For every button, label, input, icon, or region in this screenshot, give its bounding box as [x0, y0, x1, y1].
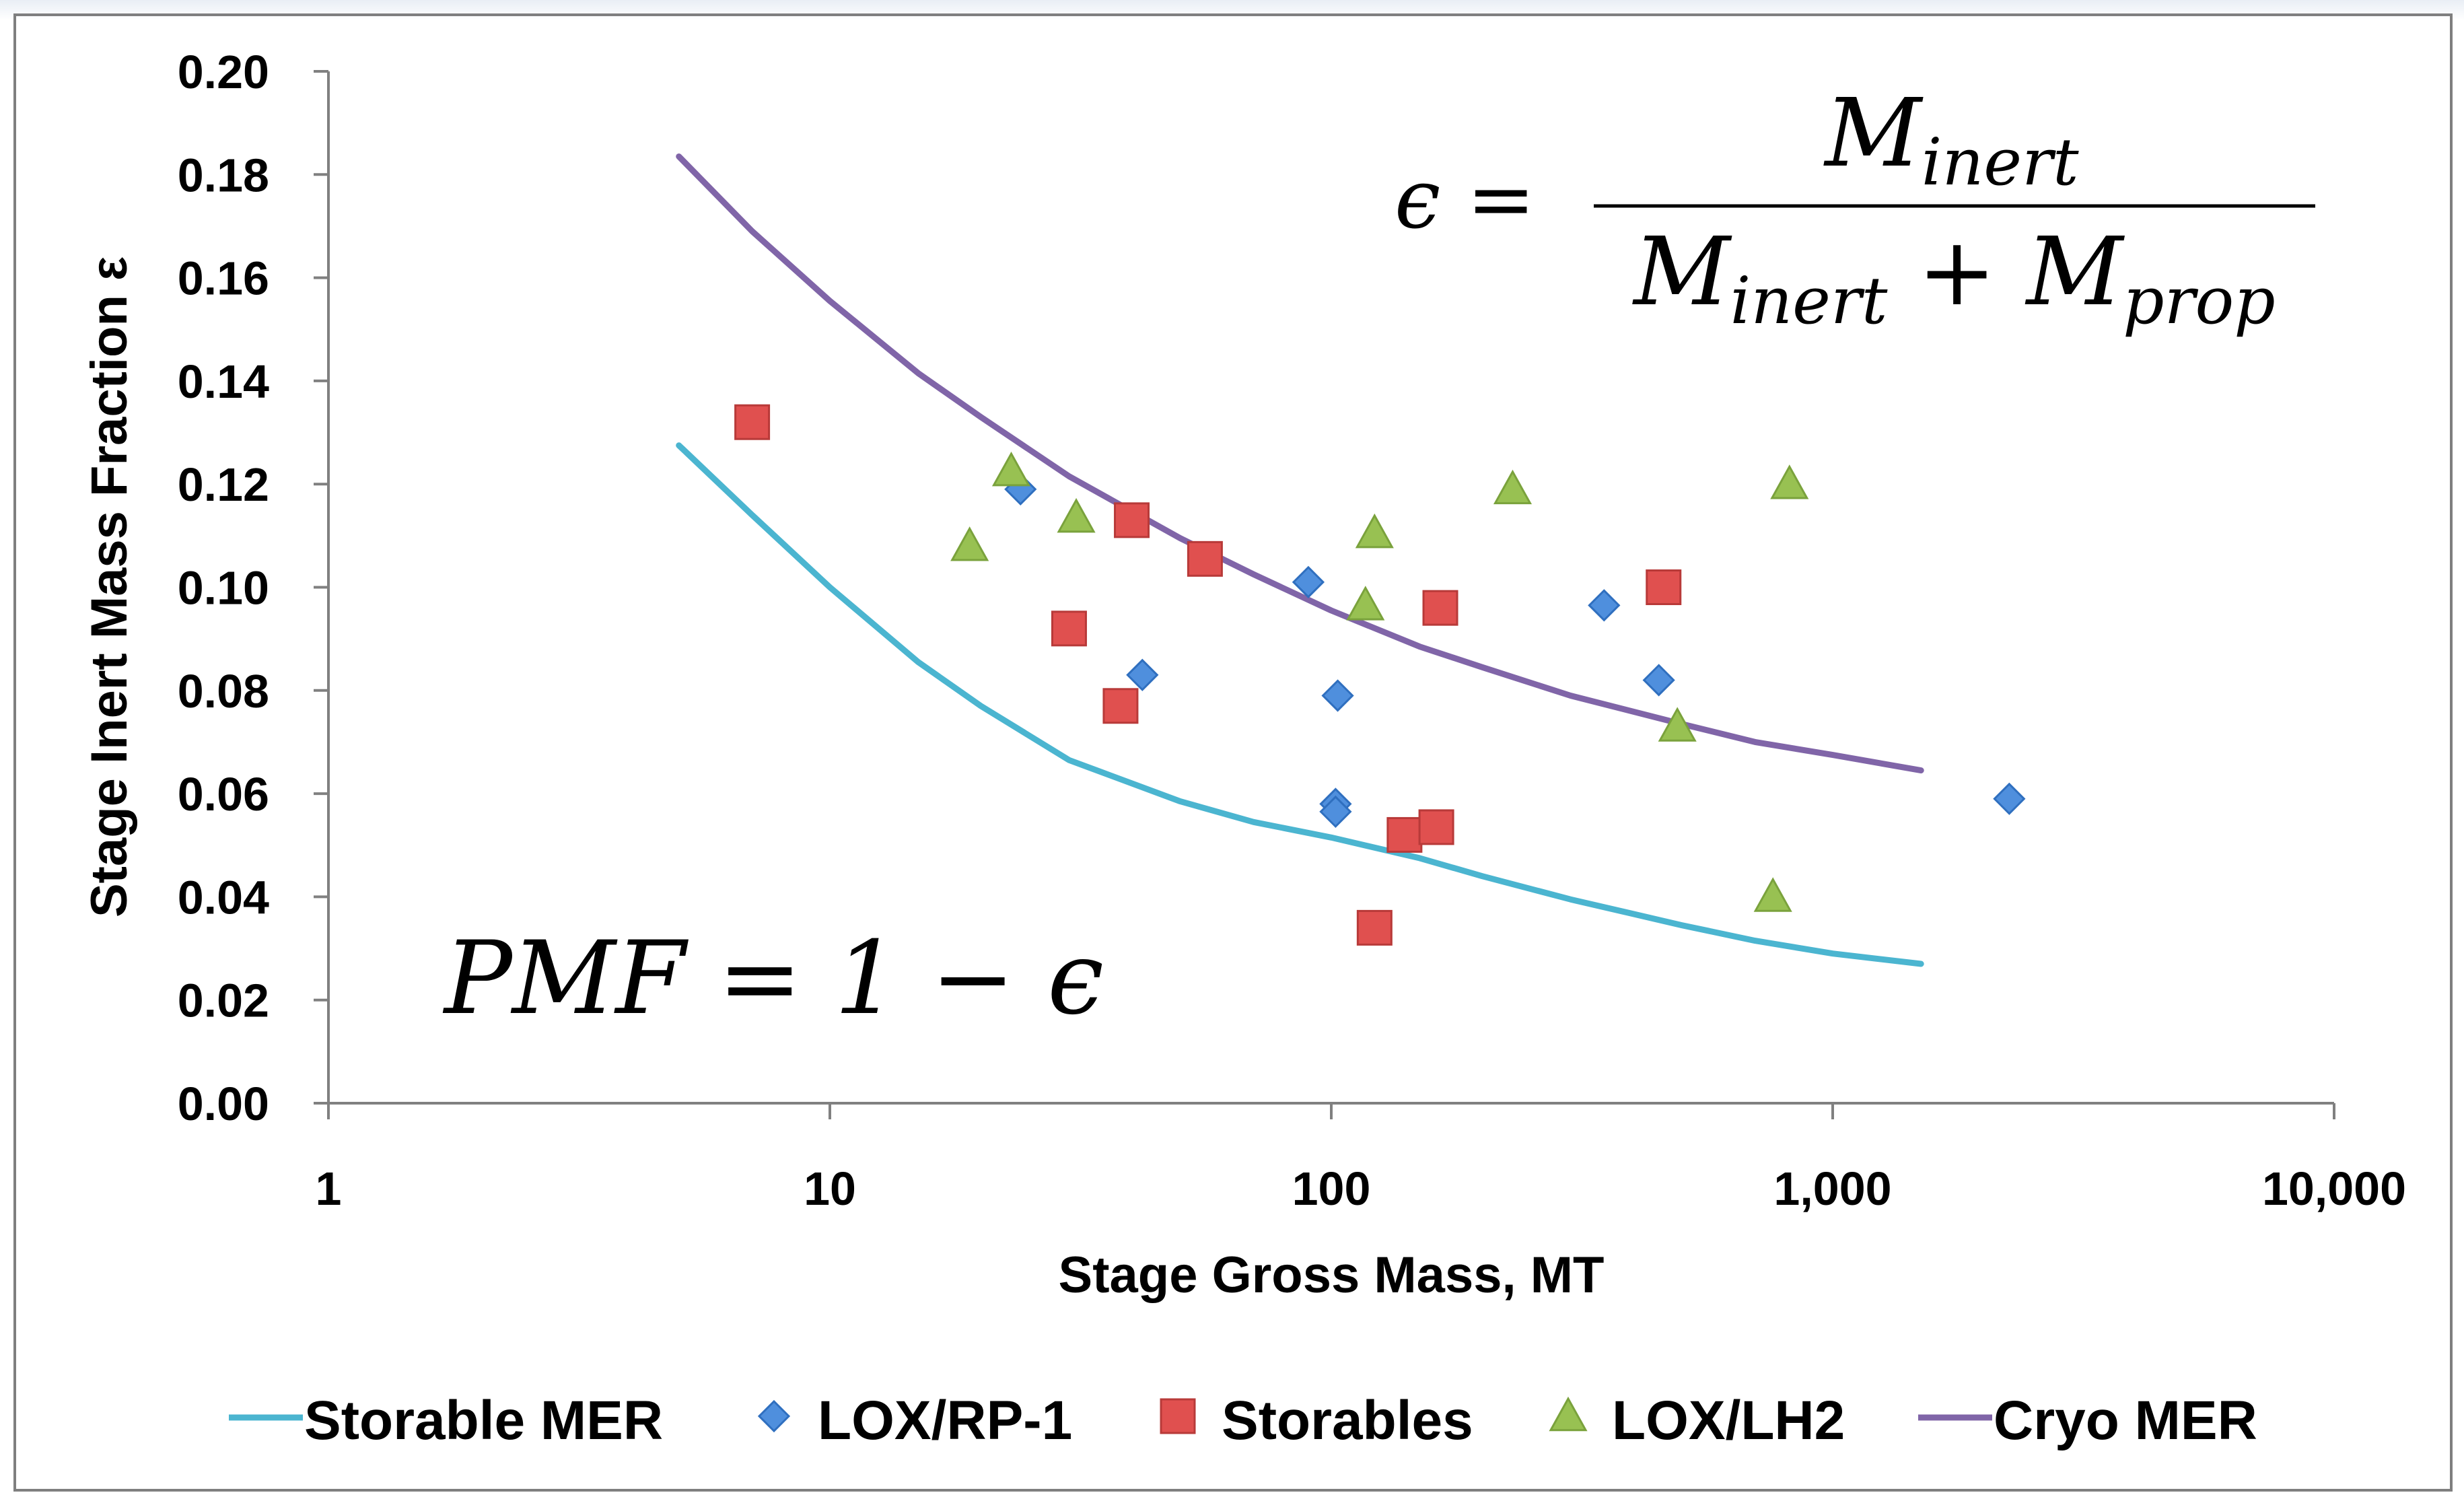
- storables-point: [1422, 590, 1458, 626]
- lox-rp-1-point: [1588, 589, 1621, 622]
- y-tick-label: 0.10: [178, 562, 269, 615]
- legend-label-lox-lh2: LOX/LH2: [1612, 1390, 1845, 1451]
- y-tick-label: 0.06: [178, 768, 269, 820]
- y-tick-label: 0.16: [178, 252, 269, 305]
- pmf-formula: PMF = 1 − ϵ: [442, 920, 1104, 1037]
- epsilon-formula: ϵ = Minert Minert + Mprop: [1395, 79, 2315, 339]
- storables-point: [1051, 610, 1087, 647]
- x-tick-label: 10,000: [2262, 1162, 2406, 1215]
- lox-rp-1-point: [1993, 782, 2026, 815]
- legend-swatch-lox-rp-1: [757, 1399, 791, 1433]
- storables-point: [1187, 540, 1223, 577]
- lox-lh2-point: [1355, 513, 1394, 549]
- legend-label-storable-mer: Storable MER: [304, 1390, 663, 1451]
- legend-label-lox-rp-1: LOX/RP-1: [818, 1390, 1072, 1451]
- lox-lh2-point: [1493, 469, 1533, 505]
- storable-mer-line: [676, 442, 1924, 967]
- legend-label-storables: Storables: [1222, 1390, 1473, 1451]
- storables-point: [1102, 688, 1139, 724]
- y-tick-label: 0.00: [178, 1078, 269, 1130]
- storables-point: [1386, 816, 1423, 853]
- y-tick-label: 0.02: [178, 975, 269, 1027]
- lox-lh2-point: [991, 451, 1031, 487]
- storables-point: [734, 404, 771, 440]
- y-tick-label: 0.08: [178, 665, 269, 718]
- storables-point: [1114, 502, 1150, 538]
- series-layer: [676, 153, 2026, 967]
- lox-lh2-point: [1346, 586, 1385, 621]
- lox-lh2-point: [1658, 707, 1697, 742]
- storables-point: [1646, 569, 1682, 605]
- x-axis-title: Stage Gross Mass, MT: [1059, 1247, 1605, 1304]
- lox-rp-1-point: [1126, 658, 1159, 691]
- lox-rp-1-point: [1292, 565, 1325, 598]
- legend-swatch-lox-lh2: [1549, 1396, 1588, 1432]
- x-tick-label: 100: [1292, 1162, 1371, 1215]
- x-tick-label: 1: [316, 1162, 342, 1215]
- numerator: Minert: [1823, 79, 2079, 200]
- legend: Storable MER LOX/RP-1 Storables LOX/LH2 Cryo…: [229, 1390, 2257, 1451]
- lox-rp-1-point: [1319, 795, 1352, 829]
- y-tick-label: 0.04: [178, 871, 269, 923]
- y-tick-label: 0.12: [178, 458, 269, 511]
- lox-lh2-point: [1753, 877, 1792, 912]
- denominator: Minert + Mprop: [1631, 217, 2275, 339]
- y-tick-label: 0.18: [178, 149, 269, 201]
- storables-point: [1356, 909, 1393, 946]
- x-tick-label: 1,000: [1773, 1162, 1891, 1215]
- y-tick-label: 0.20: [178, 46, 269, 98]
- y-ticks: 0.00 0.02 0.04 0.06 0.08 0.10 0.12 0.14 0.16 0.18…: [178, 46, 328, 1130]
- lox-lh2-point: [1770, 464, 1809, 499]
- epsilon-formula-lhs: ϵ =: [1395, 151, 1535, 247]
- lox-rp-1-point: [1642, 664, 1675, 697]
- lox-rp-1-point: [1321, 679, 1354, 712]
- cryo-mer-line: [676, 153, 1924, 774]
- y-axis-title: Stage Inert Mass Fraction ε: [81, 256, 138, 917]
- legend-label-cryo-mer: Cryo MER: [1994, 1390, 2257, 1451]
- lox-lh2-point: [1057, 497, 1096, 533]
- storables-point: [1418, 809, 1454, 845]
- x-tick-label: 10: [804, 1162, 856, 1215]
- y-tick-label: 0.14: [178, 355, 269, 408]
- lox-lh2-point: [950, 526, 989, 561]
- chart-border: [13, 13, 2453, 1492]
- x-ticks: 1 10 100 1,000 10,000: [316, 1103, 2406, 1215]
- legend-swatch-storables: [1160, 1398, 1196, 1434]
